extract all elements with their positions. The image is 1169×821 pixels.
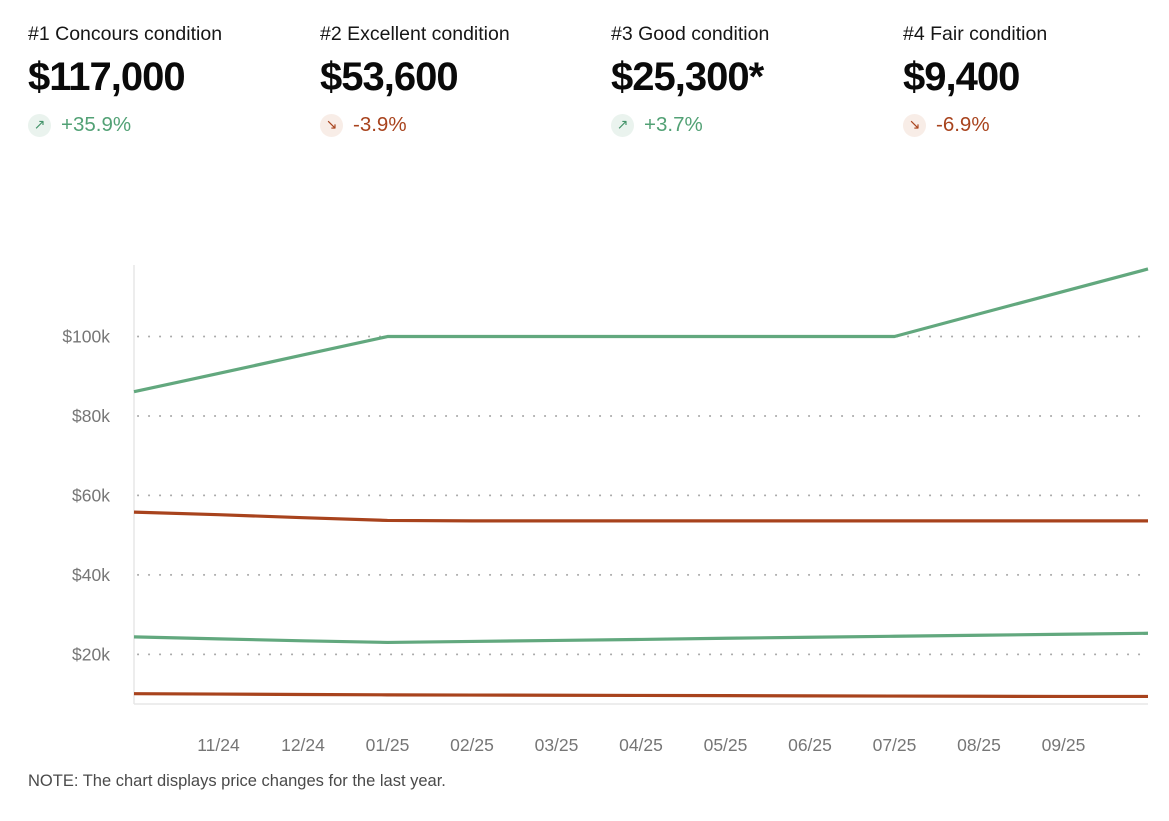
- trend-up-arrow-icon: ↗: [611, 113, 634, 137]
- x-axis-label: 02/25: [450, 735, 494, 755]
- chart-footnote: NOTE: The chart displays price changes f…: [28, 772, 446, 790]
- y-axis-label: $20k: [72, 644, 110, 664]
- trend-down-arrow-icon: ↘: [903, 113, 926, 137]
- stat-card-title: #1 Concours condition: [28, 23, 223, 45]
- series-line-4: [133, 692, 1148, 699]
- trend-percentage: -6.9%: [936, 113, 990, 136]
- stat-card-fair: #4 Fair condition $9,400 ↘ -6.9%: [903, 22, 1169, 137]
- x-axis-label: 06/25: [788, 735, 832, 755]
- series-line-1: [133, 267, 1149, 394]
- stat-card-value: $25,300*: [611, 55, 764, 99]
- trend-percentage: -3.9%: [353, 113, 407, 136]
- x-axis-label: 09/25: [1042, 735, 1086, 755]
- x-axis-label: 08/25: [957, 735, 1001, 755]
- stat-card-title: #3 Good condition: [611, 23, 770, 45]
- x-axis-label: 07/25: [873, 735, 917, 755]
- stat-card-value: $9,400: [903, 55, 1020, 99]
- x-axis-label: 11/24: [197, 735, 240, 755]
- trend-percentage: +35.9%: [61, 113, 132, 136]
- stat-card-trend: ↘ -3.9%: [320, 113, 592, 137]
- trend-down-arrow-icon: ↘: [320, 113, 343, 137]
- stat-card-trend: ↘ -6.9%: [903, 113, 1169, 137]
- series-line-2: [133, 510, 1148, 523]
- stat-card-value: $53,600: [320, 55, 459, 99]
- x-axis-label: 04/25: [619, 735, 663, 755]
- stat-card-title: #2 Excellent condition: [320, 23, 510, 45]
- price-trend-chart: $20k $40k $60k $80k $100k 11/24 12/24 01/25 02/2…: [62, 265, 1149, 755]
- x-axis-label: 05/25: [704, 735, 748, 755]
- x-axis-label: 12/24: [281, 735, 325, 755]
- series-line-3: [133, 631, 1149, 645]
- stat-card-value: $117,000: [28, 55, 186, 99]
- stat-card-title: #4 Fair condition: [903, 23, 1048, 45]
- x-axis-label: 01/25: [366, 735, 410, 755]
- stat-card-trend: ↗ +3.7%: [611, 113, 883, 137]
- stat-card-trend: ↗ +35.9%: [28, 113, 300, 137]
- y-axis-label: $40k: [72, 565, 110, 585]
- y-axis-label: $80k: [72, 406, 110, 426]
- stat-card-excellent: #2 Excellent condition $53,600 ↘ -3.9%: [320, 22, 592, 137]
- stat-card-concours: #1 Concours condition $117,000 ↗ +35.9%: [28, 22, 300, 137]
- trend-up-arrow-icon: ↗: [28, 113, 51, 137]
- y-axis-label: $60k: [72, 485, 110, 505]
- trend-percentage: +3.7%: [644, 113, 703, 136]
- y-axis-label: $100k: [62, 327, 110, 347]
- stat-card-good: #3 Good condition $25,300* ↗ +3.7%: [611, 22, 883, 137]
- x-axis-label: 03/25: [535, 735, 579, 755]
